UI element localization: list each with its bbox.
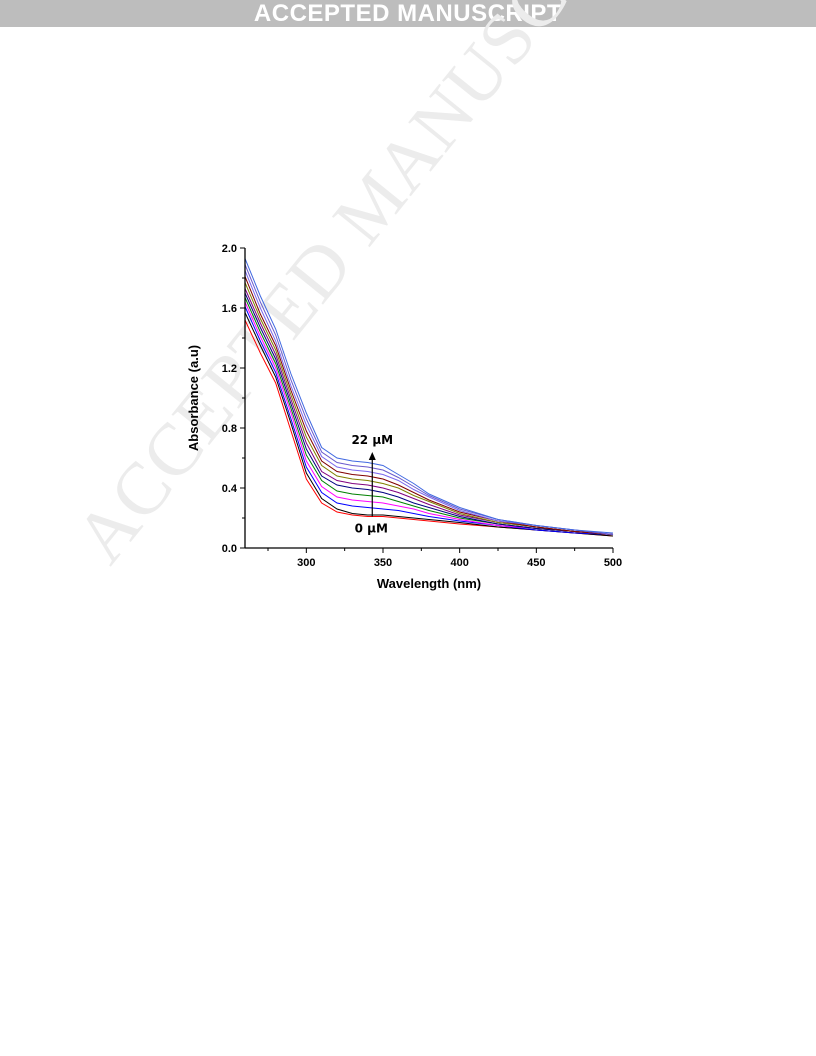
series-layer <box>244 258 614 537</box>
annotation-bottom-label: 0 μM <box>355 522 388 536</box>
spectrum-line-4 <box>244 301 614 535</box>
absorbance-spectra-chart: 300 350 400 450 500 0.0 0.4 0.8 1.2 1.6 2.0 Wavele… <box>186 243 622 591</box>
increase-arrowhead <box>368 452 376 460</box>
x-tick-label: 500 <box>604 557 622 569</box>
annotation-top-label: 22 μM <box>351 433 393 447</box>
accepted-manuscript-banner: ACCEPTED MANUSCRIPT <box>0 0 816 27</box>
x-axis-title: Wavelength (nm) <box>377 576 481 591</box>
y-tick-label: 1.2 <box>222 363 237 375</box>
axes-layer: 300 350 400 450 500 0.0 0.4 0.8 1.2 1.6 2.0 <box>222 243 622 569</box>
x-tick-label: 300 <box>297 557 315 569</box>
y-tick-label: 0.8 <box>222 423 237 435</box>
spectrum-line-2 <box>244 312 614 537</box>
spectrum-line-10 <box>244 270 614 535</box>
x-tick-label: 400 <box>450 557 468 569</box>
spectrum-line-7 <box>244 288 614 535</box>
y-axis-title: Absorbance (a.u) <box>186 345 201 451</box>
y-tick-label: 1.6 <box>222 303 237 315</box>
spectrum-line-6 <box>244 292 614 535</box>
x-tick-label: 350 <box>374 557 392 569</box>
spectrum-line-12 <box>244 258 614 534</box>
y-tick-label: 0.0 <box>222 543 237 555</box>
spectrum-line-8 <box>244 282 614 535</box>
spectrum-line-1 <box>244 319 614 537</box>
banner-text: ACCEPTED MANUSCRIPT <box>253 0 563 27</box>
y-tick-label: 0.4 <box>222 483 238 495</box>
y-tick-label: 2.0 <box>222 243 237 255</box>
x-tick-label: 450 <box>527 557 545 569</box>
